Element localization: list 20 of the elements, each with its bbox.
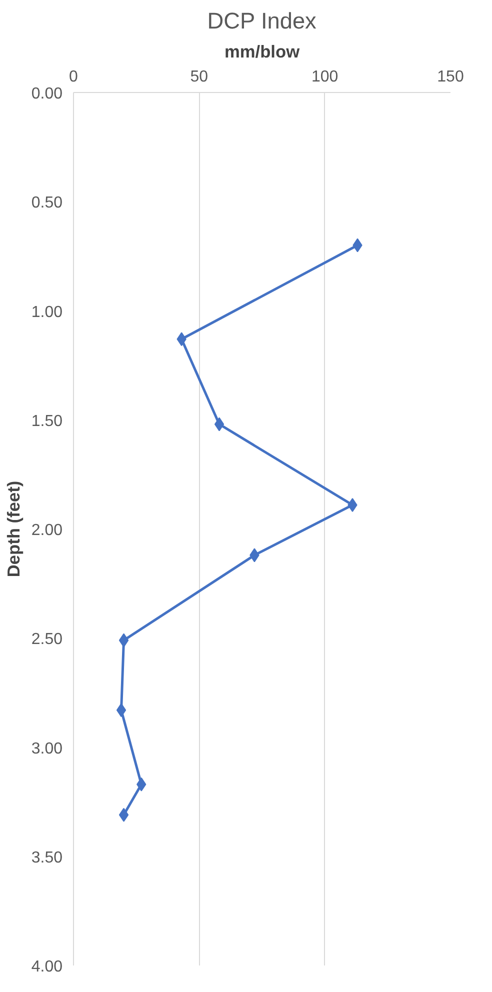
x-tick-label: 100	[311, 68, 338, 86]
y-axis-title: Depth (feet)	[3, 480, 24, 578]
y-tick-label: 3.50	[31, 849, 63, 866]
point	[118, 633, 129, 648]
point	[214, 417, 224, 432]
chart-title: DCP Index	[207, 8, 318, 34]
x-tick-label: 0	[69, 68, 78, 86]
y-tick-label: 1.00	[31, 304, 63, 321]
x-tick-label: 150	[437, 68, 464, 86]
y-tick-label: 0.50	[31, 194, 63, 212]
y-tick-label: 0.00	[31, 86, 63, 102]
y-tick-label: 2.50	[31, 631, 63, 648]
y-tick-label: 1.50	[31, 412, 63, 430]
point	[116, 703, 126, 718]
x-tick-label: 50	[190, 68, 208, 86]
y-tick-label: 3.00	[31, 740, 63, 758]
y-tick-label: 4.00	[31, 958, 63, 976]
point	[118, 808, 129, 822]
x-axis-title: mm/blow	[224, 42, 300, 62]
y-tick-label: 2.00	[31, 522, 63, 539]
